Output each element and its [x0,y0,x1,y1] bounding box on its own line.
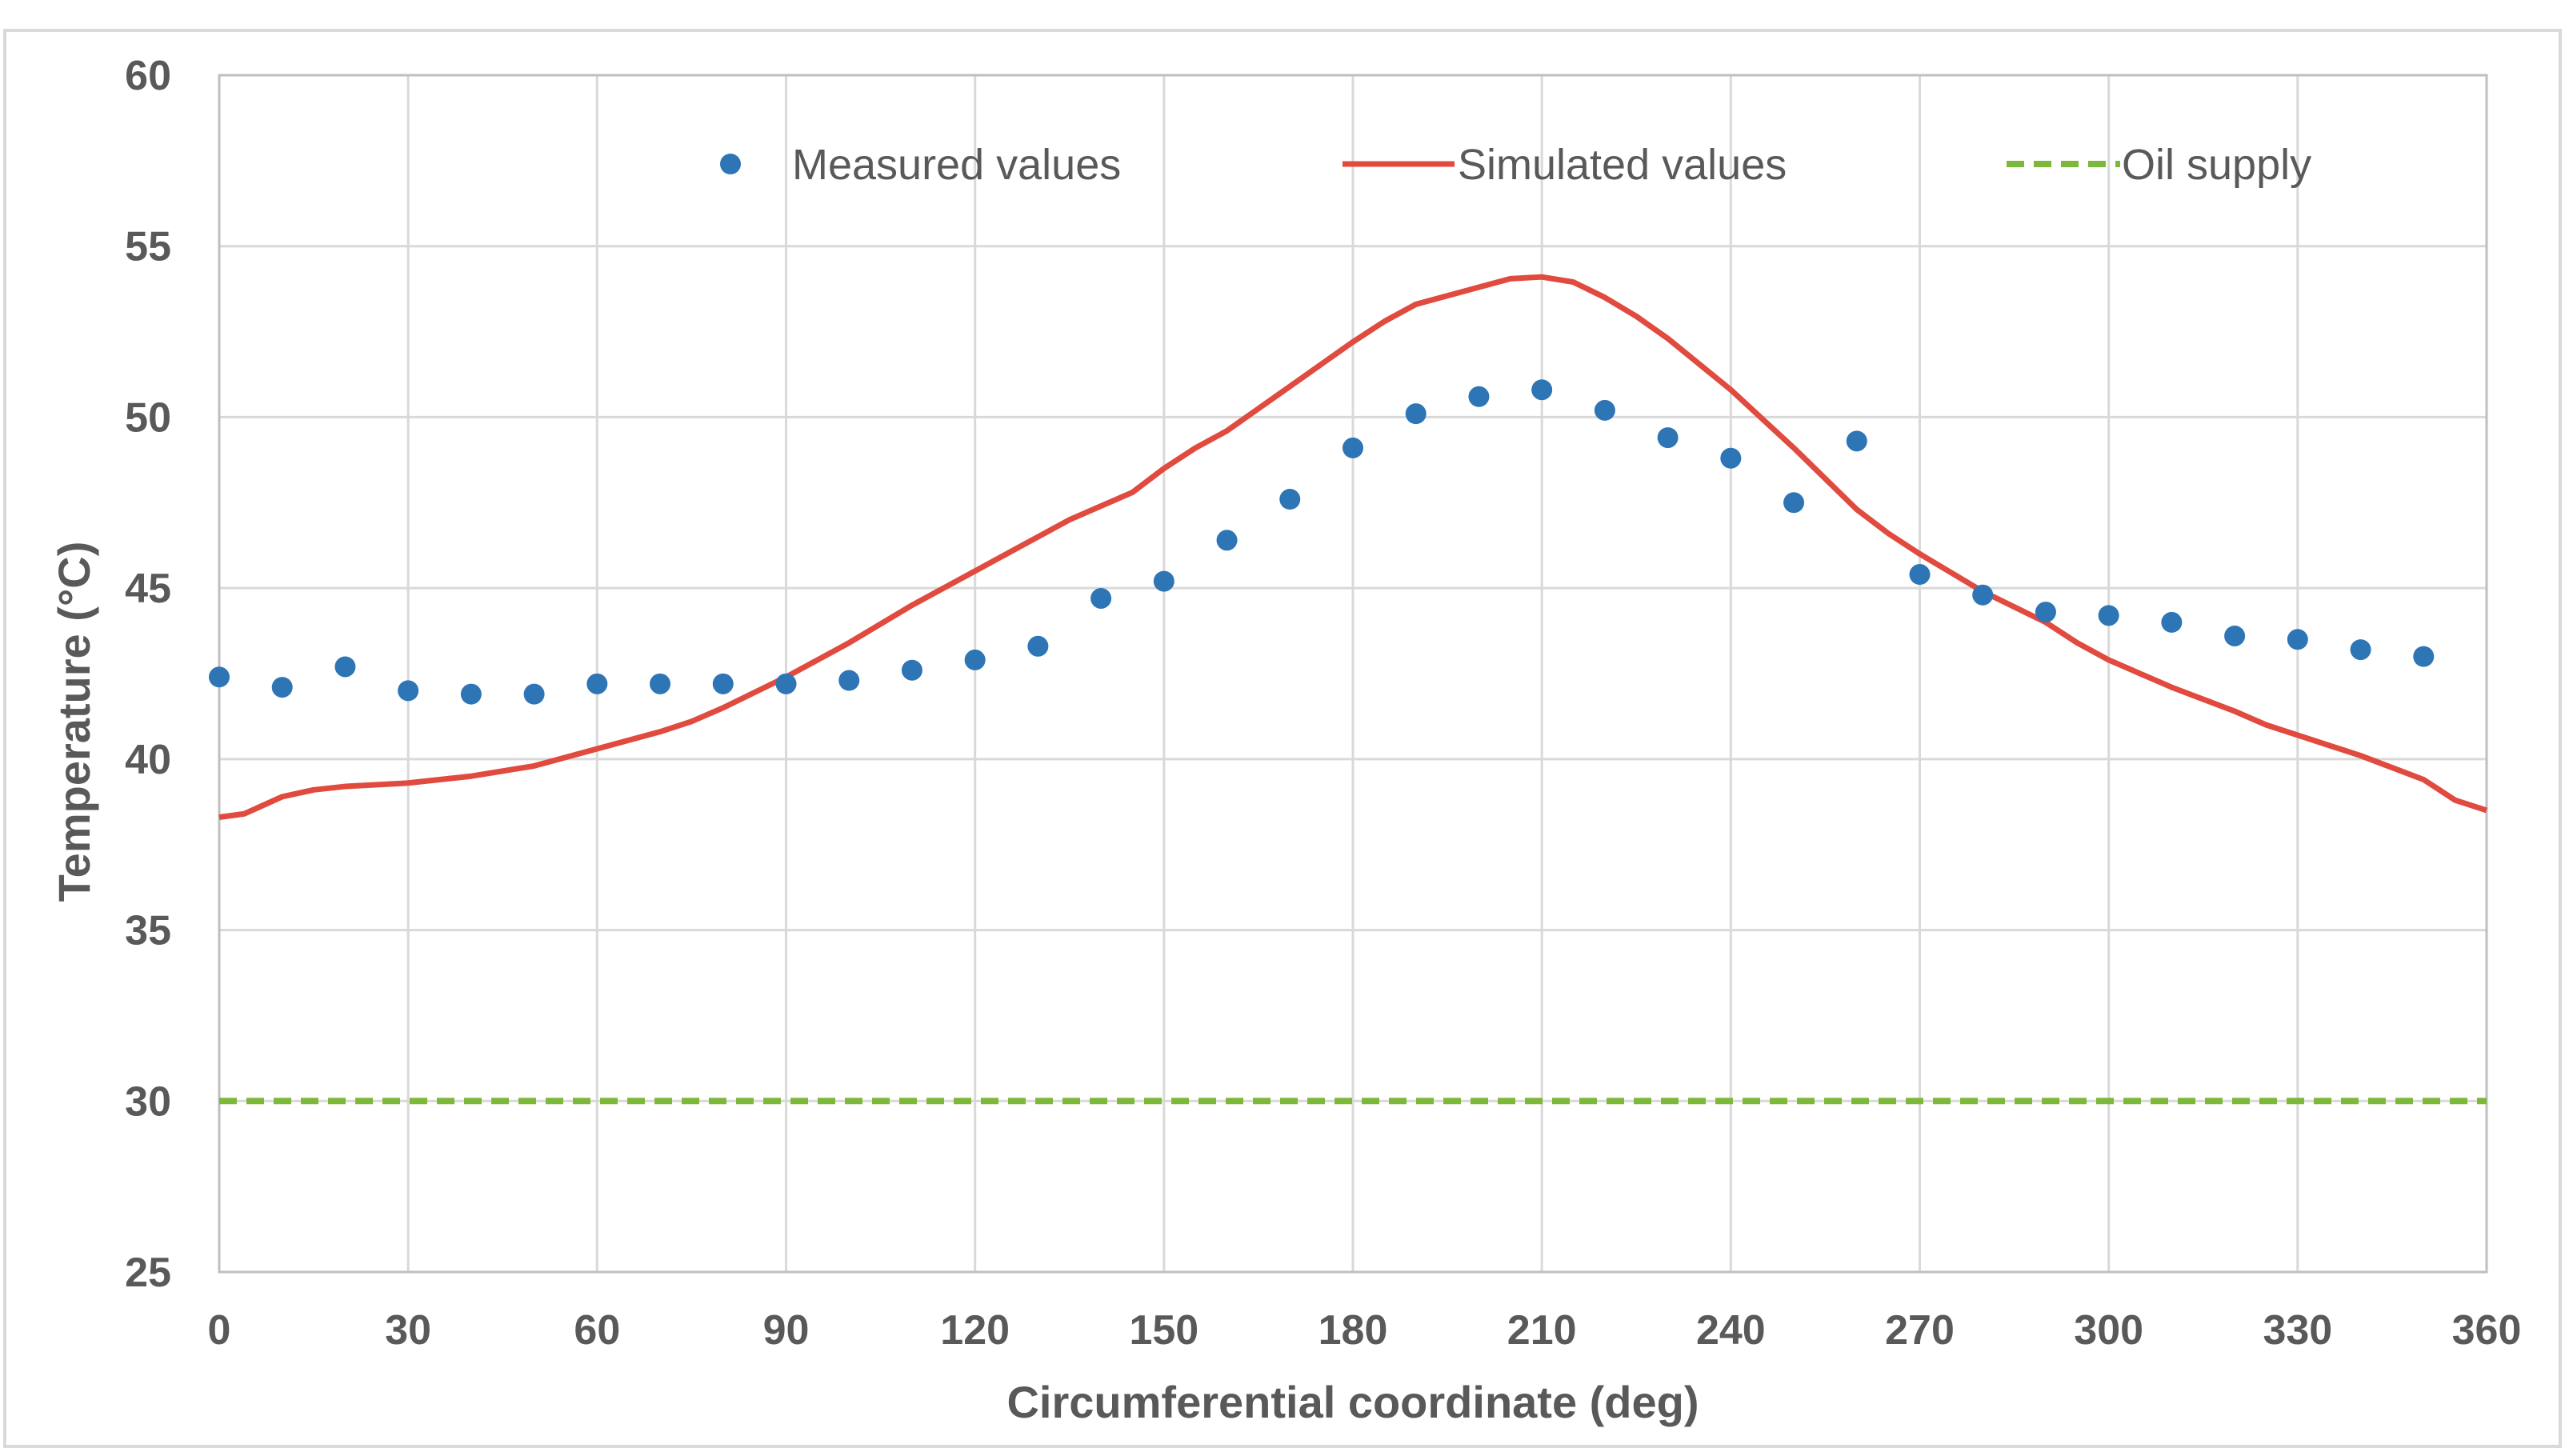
measured-value-point [1153,570,1174,592]
measured-value-point [2161,611,2183,633]
outer-frame [3,29,2562,1448]
x-tick-label: 300 [2074,1307,2143,1354]
measured-value-point [2287,629,2308,650]
grid-layer [218,74,2488,1274]
x-tick-label: 60 [574,1307,620,1354]
measured-value-point [838,670,860,691]
measured-value-point [334,656,356,678]
y-tick-label: 30 [125,1078,171,1125]
measured-value-point [1909,564,1931,586]
series-layer [209,274,2488,1105]
measured-value-point [1279,489,1301,510]
measured-value-point [1216,530,1238,551]
measured-value-point [2350,639,2371,661]
measured-value-point [901,659,922,681]
x-axis-title: Circumferential coordinate (deg) [1006,1377,1699,1427]
measured-value-point [2224,625,2246,646]
measured-value-point [2098,605,2119,626]
measured-value-point [1405,403,1427,425]
measured-value-point [1720,447,1742,469]
y-axis-title: Temperature (°C) [49,542,99,902]
x-tick-label: 210 [1507,1307,1577,1354]
y-tick-label: 25 [125,1250,171,1296]
y-tick-label: 50 [125,394,171,441]
measured-value-point [1783,492,1805,514]
x-tick-label: 0 [208,1307,231,1354]
legend-label: Simulated values [1458,141,1787,189]
measured-value-point [523,683,545,705]
simulated-values-line [218,274,2488,820]
x-tick-label: 330 [2263,1307,2332,1354]
measured-value-point [2413,646,2435,667]
measured-value-point [775,673,797,694]
measured-value-point [650,673,671,694]
measured-value-point [1657,427,1679,449]
measured-value-point [1468,386,1490,407]
legend-label: Oil supply [2122,141,2311,189]
x-tick-label: 30 [385,1307,431,1354]
measured-value-point [1027,635,1049,657]
measured-value-point [271,677,293,698]
legend-label: Measured values [792,141,1121,189]
y-tick-label: 40 [125,737,171,783]
measured-value-point [712,673,734,694]
x-tick-label: 150 [1129,1307,1198,1354]
measured-value-point [1846,430,1867,452]
tick-label-layer: 25 30 35 40 45 50 55 60 0 30 60 90 120 150 180 210 240 27… [125,53,2521,1354]
measured-value-point [1972,584,1994,606]
y-tick-label: 45 [125,566,171,612]
measured-value-point [964,649,986,670]
y-tick-label: 55 [125,224,171,270]
measured-value-point [1594,399,1615,421]
x-tick-label: 180 [1319,1307,1388,1354]
y-tick-label: 60 [125,53,171,99]
measured-value-point [2035,602,2056,623]
legend-marker-measured [720,154,741,174]
measured-value-point [1090,587,1112,609]
x-tick-label: 270 [1885,1307,1955,1354]
measured-value-point [460,683,482,705]
x-tick-label: 240 [1696,1307,1766,1354]
y-tick-label: 35 [125,908,171,954]
legend: Measured values Simulated values Oil suppl… [720,141,2311,189]
measured-value-point [209,666,230,688]
x-tick-label: 360 [2452,1307,2522,1354]
measured-value-point [1531,379,1553,401]
x-tick-label: 90 [763,1307,810,1354]
measured-value-point [586,673,608,694]
x-tick-label: 120 [940,1307,1010,1354]
measured-value-point [398,680,419,702]
measured-value-point [1343,437,1363,458]
